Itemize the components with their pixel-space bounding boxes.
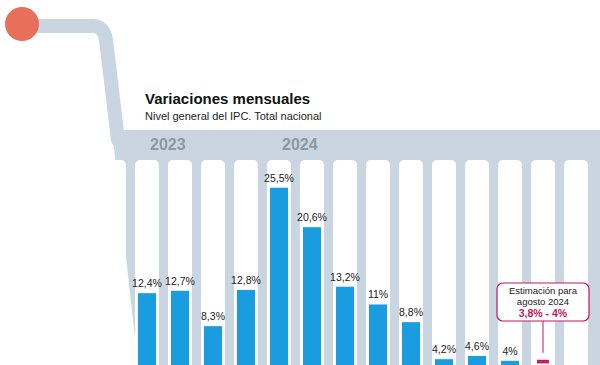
bar: [138, 293, 156, 365]
data-label: 4,2%: [432, 343, 456, 355]
year-label: 2023: [150, 136, 186, 153]
cart-handle-grip: [5, 7, 39, 41]
data-label: 4%: [502, 345, 517, 357]
data-label: 11%: [368, 288, 388, 300]
bar: [270, 188, 288, 365]
bars: [138, 188, 519, 365]
cart-slot: [531, 160, 555, 365]
year-label: 2024: [282, 136, 318, 153]
cart-slot: [465, 160, 489, 365]
data-label: 12,8%: [231, 274, 261, 286]
cart-slot: [432, 160, 456, 365]
estimate-low: [537, 361, 549, 363]
chart: Variaciones mensuales Nivel general del I…: [0, 0, 600, 365]
bar: [171, 291, 189, 365]
estimate-text: Estimación para: [509, 285, 578, 296]
bar: [237, 290, 255, 365]
estimate-label: 3,8% - 4%: [519, 307, 568, 319]
bar: [435, 359, 453, 365]
estimate-connector: [543, 321, 544, 353]
title: Variaciones mensuales: [145, 90, 310, 107]
cart-handle: [22, 26, 118, 140]
subtitle: Nivel general del IPC. Total nacional: [145, 110, 322, 122]
data-label: 25,5%: [264, 172, 294, 184]
cart-slot: [498, 160, 522, 365]
cart-slot: [564, 160, 588, 365]
data-label: 20,6%: [297, 211, 327, 223]
data-label: 8,3%: [201, 310, 225, 322]
estimate-box: [497, 283, 589, 321]
estimate-range: [537, 361, 549, 363]
estimate-text: agosto 2024: [517, 296, 569, 307]
data-label: 12,7%: [165, 275, 195, 287]
data-label: 4,6%: [465, 340, 489, 352]
data-label: 12,4%: [132, 277, 162, 289]
data-label: 13,2%: [330, 271, 360, 283]
estimate-high: [537, 360, 549, 362]
bar: [402, 322, 420, 365]
cart-slot: [102, 160, 126, 365]
bar: [369, 304, 387, 365]
bar: [336, 287, 354, 365]
data-label: 8,8%: [399, 306, 423, 318]
bar: [468, 356, 486, 365]
bar: [501, 361, 519, 365]
bar: [303, 227, 321, 365]
bar: [204, 326, 222, 365]
